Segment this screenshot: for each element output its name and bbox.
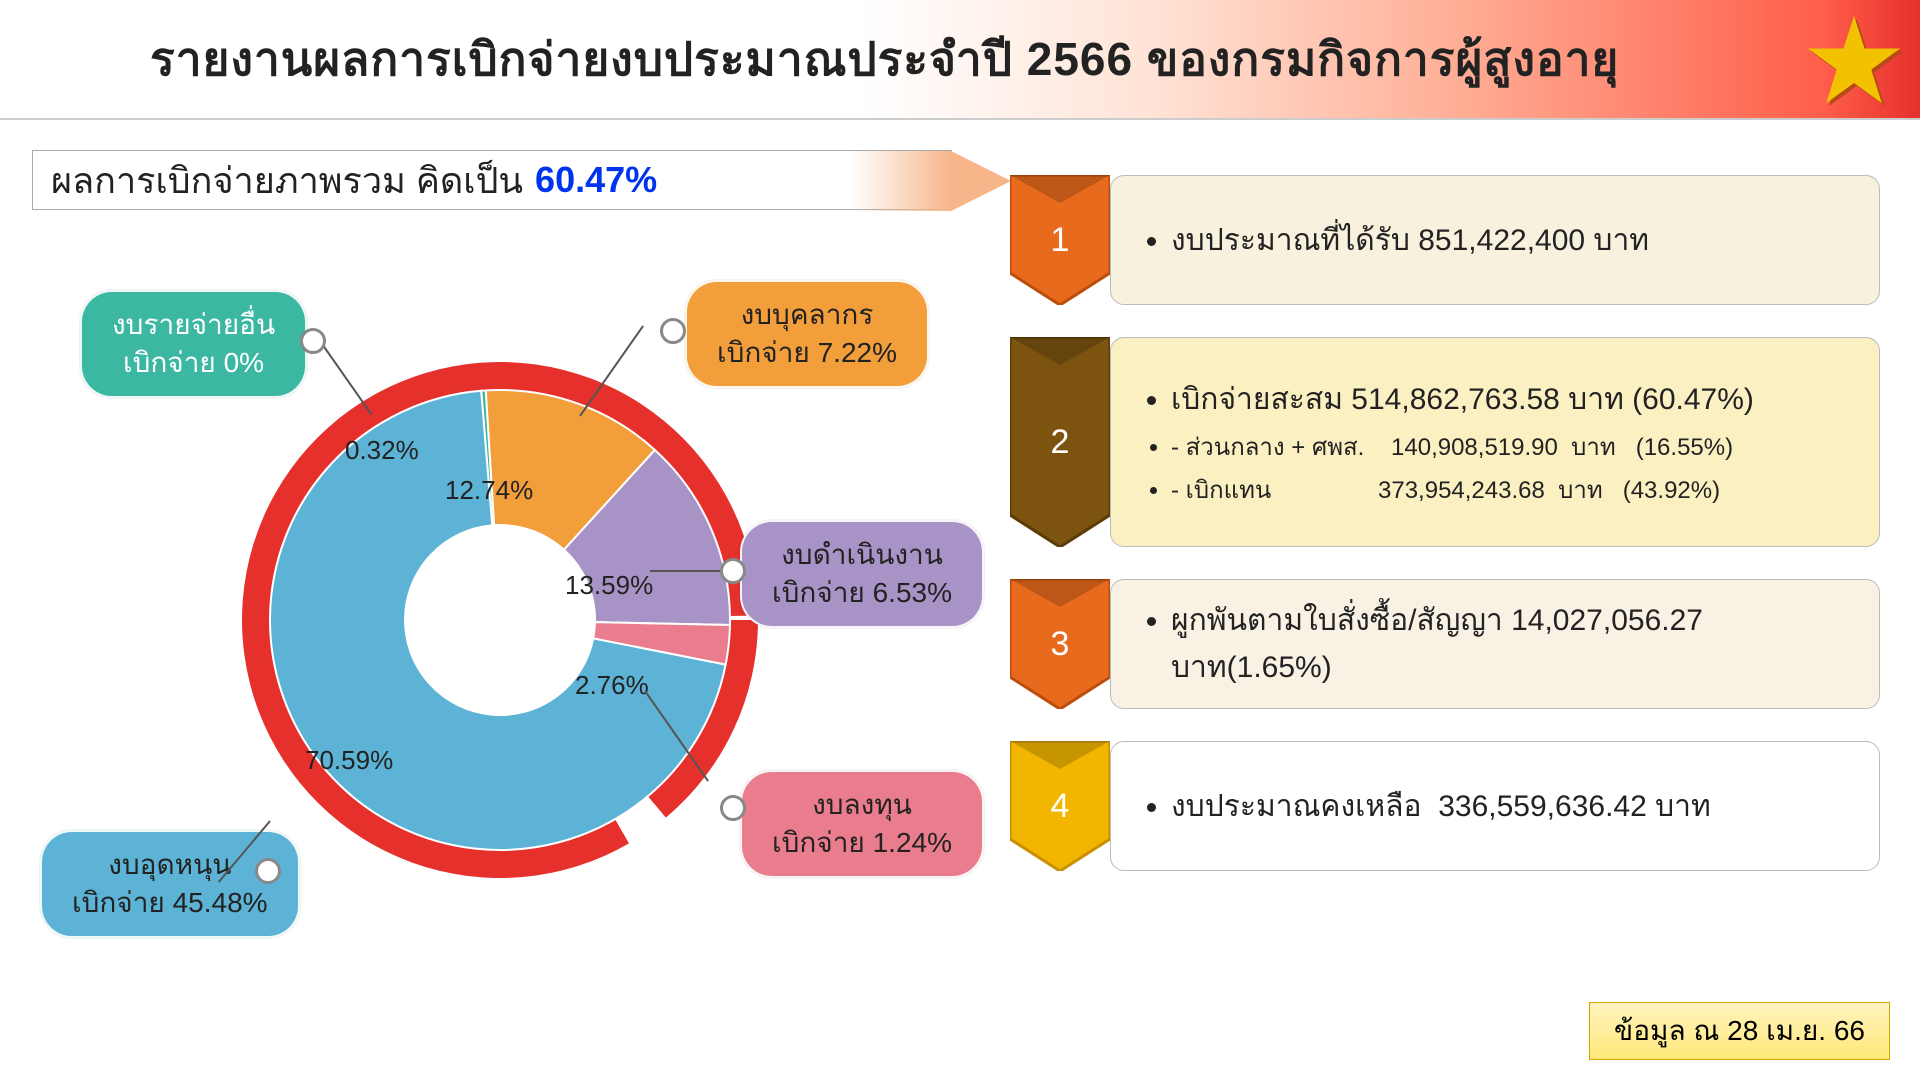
info-main: เบิกจ่ายสะสม 514,862,763.58 บาท (60.47%)	[1171, 376, 1849, 423]
callout-operating-sub: เบิกจ่าย 6.53%	[772, 574, 952, 612]
slice-pct-2: 12.74%	[445, 475, 533, 506]
callout-subsidy-sub: เบิกจ่าย 45.48%	[72, 884, 268, 922]
info-main: ผูกพันตามใบสั่งซื้อ/สัญญา 14,027,056.27 …	[1171, 597, 1849, 691]
report-header: รายงานผลการเบิกจ่ายงบประมาณประจำปี 2566 …	[0, 0, 1920, 120]
callout-personnel-sub: เบิกจ่าย 7.22%	[717, 334, 897, 372]
chevron-number: 1	[1051, 221, 1070, 260]
callout-personnel-title: งบบุคลากร	[717, 296, 897, 334]
callout-personnel: งบบุคลากร เบิกจ่าย 7.22%	[685, 280, 929, 388]
info-column: 1 งบประมาณที่ได้รับ 851,422,400 บาท 2 เบิก…	[1010, 175, 1880, 903]
chevron-badge-icon: 1	[1010, 175, 1110, 305]
info-row: 2 เบิกจ่ายสะสม 514,862,763.58 บาท (60.47%…	[1010, 337, 1880, 547]
info-box: งบประมาณคงเหลือ 336,559,636.42 บาท	[1110, 741, 1880, 871]
triangle-arrow-icon	[951, 151, 1011, 211]
callout-subsidy-title: งบอุดหนุน	[72, 846, 268, 884]
info-row: 4 งบประมาณคงเหลือ 336,559,636.42 บาท	[1010, 741, 1880, 871]
donut-chart	[240, 360, 760, 885]
summary-label: ผลการเบิกจ่ายภาพรวม คิดเป็น	[51, 152, 523, 209]
chevron-number: 3	[1051, 625, 1070, 664]
chevron-number: 2	[1051, 423, 1070, 462]
chevron-badge-icon: 2	[1010, 337, 1110, 547]
report-title: รายงานผลการเบิกจ่ายงบประมาณประจำปี 2566 …	[150, 23, 1619, 96]
slice-pct-3: 13.59%	[565, 570, 653, 601]
summary-percent-bar: ผลการเบิกจ่ายภาพรวม คิดเป็น 60.47%	[32, 150, 952, 210]
info-box: งบประมาณที่ได้รับ 851,422,400 บาท	[1110, 175, 1880, 305]
callout-subsidy: งบอุดหนุน เบิกจ่าย 45.48%	[40, 830, 300, 938]
connector-dot-icon	[720, 558, 746, 584]
summary-percent: 60.47%	[535, 159, 657, 201]
slice-pct-4: 2.76%	[575, 670, 649, 701]
connector-dot-icon	[255, 858, 281, 884]
callout-investment-title: งบลงทุน	[772, 786, 952, 824]
callout-investment-sub: เบิกจ่าย 1.24%	[772, 824, 952, 862]
callout-other: งบรายจ่ายอื่น เบิกจ่าย 0%	[80, 290, 307, 398]
info-main: งบประมาณคงเหลือ 336,559,636.42 บาท	[1171, 783, 1849, 830]
info-sub: - เบิกแทน 373,954,243.68 บาท (43.92%)	[1171, 470, 1849, 509]
star-icon	[1806, 12, 1902, 108]
slice-pct-1: 0.32%	[345, 435, 419, 466]
info-main: งบประมาณที่ได้รับ 851,422,400 บาท	[1171, 217, 1849, 264]
chevron-badge-icon: 4	[1010, 741, 1110, 871]
info-box: เบิกจ่ายสะสม 514,862,763.58 บาท (60.47%)…	[1110, 337, 1880, 547]
info-row: 1 งบประมาณที่ได้รับ 851,422,400 บาท	[1010, 175, 1880, 305]
chevron-badge-icon: 3	[1010, 579, 1110, 709]
connector-dot-icon	[660, 318, 686, 344]
data-date-note: ข้อมูล ณ 28 เม.ย. 66	[1589, 1002, 1890, 1060]
connector-dot-icon	[720, 795, 746, 821]
info-box: ผูกพันตามใบสั่งซื้อ/สัญญา 14,027,056.27 …	[1110, 579, 1880, 709]
donut-hole	[405, 525, 595, 715]
info-row: 3 ผูกพันตามใบสั่งซื้อ/สัญญา 14,027,056.27…	[1010, 579, 1880, 709]
connector-dot-icon	[300, 328, 326, 354]
info-sub: - ส่วนกลาง + ศพส. 140,908,519.90 บาท (16…	[1171, 427, 1849, 466]
slice-pct-0: 70.59%	[305, 745, 393, 776]
callout-other-sub: เบิกจ่าย 0%	[112, 344, 275, 382]
chevron-number: 4	[1051, 787, 1070, 826]
callout-investment: งบลงทุน เบิกจ่าย 1.24%	[740, 770, 984, 878]
callout-other-title: งบรายจ่ายอื่น	[112, 306, 275, 344]
callout-operating-title: งบดำเนินงาน	[772, 536, 952, 574]
donut-chart-area: 70.59% 0.32% 12.74% 13.59% 2.76% งบรายจ่…	[40, 250, 1000, 1030]
callout-operating: งบดำเนินงาน เบิกจ่าย 6.53%	[740, 520, 984, 628]
